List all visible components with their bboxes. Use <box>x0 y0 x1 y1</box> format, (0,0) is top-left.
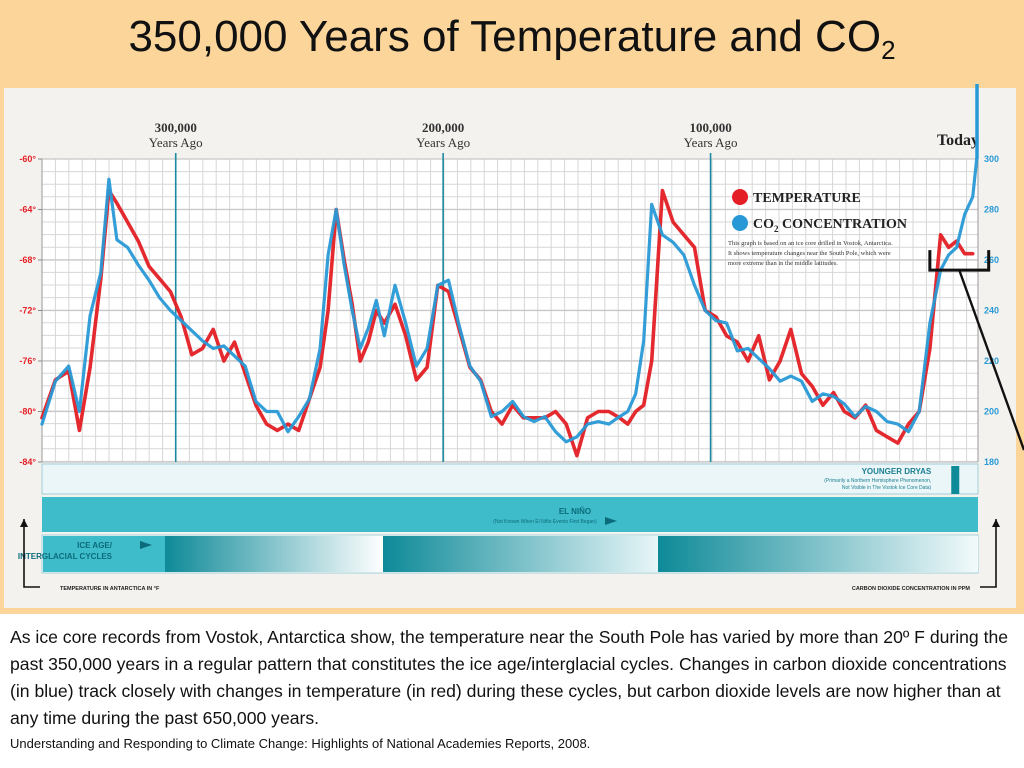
temperature-line <box>40 188 975 458</box>
younger-dryas-label: YOUNGER DRYAS <box>862 467 932 476</box>
younger-dryas-band <box>41 463 979 495</box>
title-bar <box>0 0 1024 88</box>
slide-title-text: 350,000 Years of Temperature and CO <box>128 12 882 61</box>
right-axis-label-bracket <box>980 519 997 588</box>
ice-age-cycle-segment <box>658 536 978 572</box>
right-axis-tick-label: 200 <box>984 407 999 417</box>
legend-note-line: This graph is based on an ice core drill… <box>728 240 893 247</box>
time-marker-label: 200,000 <box>422 120 464 135</box>
right-axis-tick-label: 260 <box>984 255 999 265</box>
time-marker-label: 100,000 <box>689 120 731 135</box>
slide-title: 350,000 Years of Temperature and CO2 <box>0 12 1024 66</box>
time-marker-label: 300,000 <box>155 120 197 135</box>
left-axis-tick-label: -72° <box>19 306 36 316</box>
time-marker-sublabel: Years Ago <box>684 135 738 150</box>
el-nino-arrow <box>605 517 617 525</box>
right-axis-tick-label: 300 <box>984 154 999 164</box>
left-axis-tick-label: -68° <box>19 255 36 265</box>
left-axis-tick-label: -84° <box>19 457 36 467</box>
slide-title-subscript: 2 <box>881 35 896 65</box>
ice-age-arrow <box>140 541 152 549</box>
ice-age-cycle-segment <box>165 536 383 572</box>
time-marker-sublabel: Years Ago <box>149 135 203 150</box>
today-label: Today <box>937 132 979 149</box>
left-axis-tick-label: -76° <box>19 356 36 366</box>
chart-panel: 300,000 Years Ago 200,000 Years Ago 100,000 Y… <box>0 84 1024 614</box>
left-axis-tick-label: -60° <box>19 154 36 164</box>
ice-age-cycle-segment <box>383 536 658 572</box>
co2-line <box>40 157 979 444</box>
source-citation: Understanding and Responding to Climate … <box>10 736 591 751</box>
legend-temperature-swatch <box>732 189 748 205</box>
left-axis-tick-label: -80° <box>19 407 36 417</box>
ice-age-label-cell <box>43 536 165 572</box>
right-bracket-arrow <box>992 519 1000 527</box>
legend-co2-rest: CONCENTRATION <box>779 217 907 232</box>
younger-dryas-note1: (Primarily a Northern Hemisphere Phenome… <box>824 478 931 484</box>
legend-co2-label: CO2 CONCENTRATION <box>753 217 907 234</box>
legend-note-line: more extreme than in the middle latitude… <box>728 260 838 267</box>
right-axis-label: CARBON DIOXIDE CONCENTRATION IN PPM <box>852 586 971 592</box>
younger-dryas-marker <box>951 466 960 494</box>
el-nino-label: EL NIÑO <box>559 507 591 516</box>
left-bracket-arrow <box>20 519 28 527</box>
el-nino-note: (Not Known When El Niño Events First Beg… <box>493 519 597 525</box>
legend-co2-swatch <box>732 215 748 231</box>
ice-age-label-line1: ICE AGE/ <box>77 541 113 550</box>
time-marker-sublabel: Years Ago <box>416 135 470 150</box>
younger-dryas-note2: Not Visible in The Vostok Ice Core Data) <box>842 485 932 491</box>
legend-temperature-label: TEMPERATURE <box>753 191 861 206</box>
left-axis-label-bracket <box>23 519 40 588</box>
callout-line <box>958 269 1024 451</box>
caption: As ice core records from Vostok, Antarct… <box>10 627 1009 728</box>
left-axis-tick-label: -64° <box>19 205 36 215</box>
legend-co2-sub: 2 <box>774 224 779 234</box>
right-axis-tick-label: 180 <box>984 457 999 467</box>
ice-age-label-line2: INTERGLACIAL CYCLES <box>18 552 113 561</box>
legend-note-line: It shows temperature changes near the So… <box>728 250 891 257</box>
left-axis-label: TEMPERATURE IN ANTARCTICA IN °F <box>60 586 160 592</box>
right-axis-tick-label: 240 <box>984 306 999 316</box>
el-nino-band <box>42 497 978 532</box>
right-axis-tick-label: 280 <box>984 205 999 215</box>
